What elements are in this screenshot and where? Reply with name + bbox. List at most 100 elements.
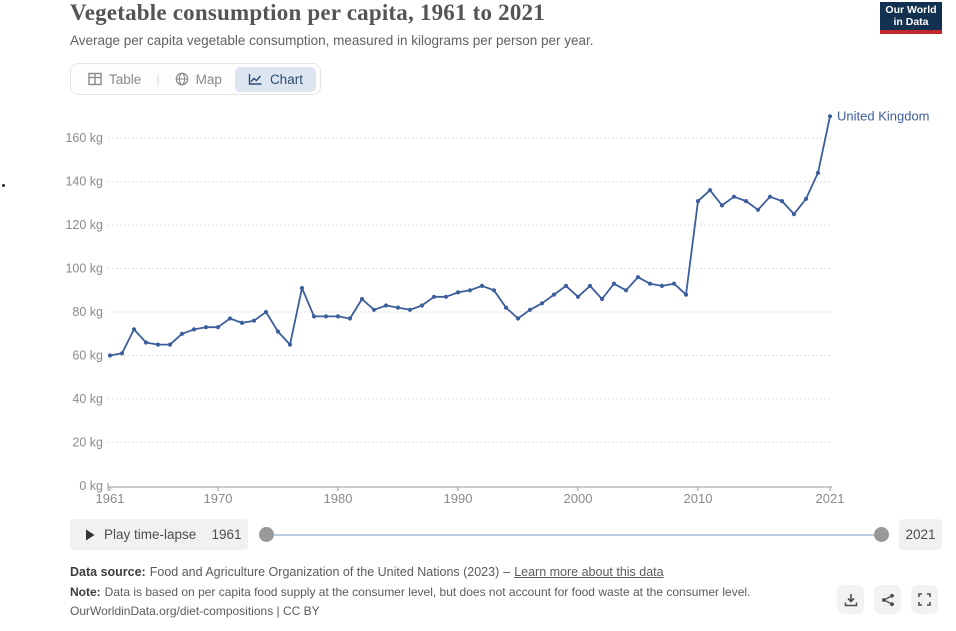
download-button[interactable] <box>837 585 864 614</box>
data-point <box>395 305 401 310</box>
tab-chart[interactable]: Chart <box>234 66 316 92</box>
data-point <box>575 294 581 299</box>
data-point <box>299 286 305 291</box>
data-point <box>611 281 617 286</box>
share-button[interactable] <box>874 585 901 614</box>
svg-text:60 kg: 60 kg <box>72 349 103 363</box>
owid-logo-line1: Our World <box>885 4 937 16</box>
source-separator: – <box>503 565 511 579</box>
data-point <box>419 303 425 308</box>
svg-text:80 kg: 80 kg <box>72 305 103 319</box>
data-point <box>815 170 821 175</box>
attribution-line: OurWorldinData.org/diet-compositions | C… <box>70 604 320 618</box>
action-buttons <box>837 585 938 614</box>
entity-label: United Kingdom <box>837 108 930 123</box>
data-point <box>659 283 665 288</box>
data-point <box>383 303 389 308</box>
data-point <box>251 318 257 323</box>
note-line: Note: Data is based on per capita food s… <box>70 582 770 602</box>
data-point <box>827 114 833 119</box>
view-tab-bar: Table | Map Chart <box>70 63 321 95</box>
data-point <box>539 301 545 306</box>
tab-chart-label: Chart <box>269 71 303 87</box>
tab-table[interactable]: Table <box>75 67 154 92</box>
data-point <box>635 275 641 280</box>
data-point <box>155 342 161 347</box>
svg-text:2021: 2021 <box>816 491 845 506</box>
data-point <box>359 296 365 302</box>
data-point <box>371 307 377 312</box>
data-point <box>551 292 557 297</box>
data-point <box>707 188 713 193</box>
y-gridlines <box>108 137 832 443</box>
tab-divider: | <box>156 71 160 87</box>
data-point <box>527 307 533 312</box>
data-point <box>143 340 149 345</box>
data-point <box>311 314 317 319</box>
svg-text:1990: 1990 <box>444 491 473 506</box>
timeline-end-year[interactable]: 2021 <box>899 519 942 550</box>
data-point <box>647 281 653 286</box>
data-point <box>767 194 773 199</box>
data-point <box>131 327 137 332</box>
data-point <box>347 316 353 321</box>
play-timelapse-label: Play time-lapse <box>104 527 197 542</box>
page-subtitle: Average per capita vegetable consumption… <box>70 33 594 48</box>
svg-text:0 kg: 0 kg <box>79 479 103 493</box>
x-axis-labels: 1961 1970 1980 1990 2000 2010 2021 <box>96 491 845 506</box>
svg-text:120 kg: 120 kg <box>65 218 103 232</box>
data-point <box>107 353 113 358</box>
learn-more-link[interactable]: Learn more about this data <box>514 565 664 579</box>
data-point <box>443 294 449 299</box>
data-point <box>479 283 485 288</box>
page-title: Vegetable consumption per capita, 1961 t… <box>70 0 545 25</box>
svg-text:140 kg: 140 kg <box>65 175 103 189</box>
data-point <box>671 281 677 286</box>
data-point <box>491 288 497 293</box>
data-point <box>323 314 329 319</box>
data-point <box>179 331 185 336</box>
svg-text:1980: 1980 <box>324 491 353 506</box>
data-point <box>119 351 125 356</box>
timeline-handle-end[interactable] <box>874 527 889 542</box>
data-point <box>599 296 605 302</box>
note-label: Note: <box>70 585 101 599</box>
data-point <box>191 327 197 332</box>
svg-text:100 kg: 100 kg <box>65 262 103 276</box>
data-point <box>455 290 461 295</box>
fullscreen-icon <box>918 593 931 606</box>
data-point <box>719 203 725 208</box>
svg-text:160 kg: 160 kg <box>65 131 103 145</box>
download-icon <box>844 593 857 606</box>
note-text: Data is based on per capita food supply … <box>104 585 751 599</box>
data-point <box>287 342 293 347</box>
data-point <box>203 325 209 330</box>
owid-logo[interactable]: Our World in Data <box>880 2 942 34</box>
svg-text:40 kg: 40 kg <box>72 392 103 406</box>
data-point <box>755 207 761 212</box>
fullscreen-button[interactable] <box>911 585 938 614</box>
data-point <box>743 199 749 204</box>
timeline-controls: Play time-lapse 1961 2021 <box>0 519 956 551</box>
data-point <box>515 316 521 321</box>
chart-footer: Data source: Food and Agriculture Organi… <box>70 562 770 621</box>
tab-map-label: Map <box>195 71 222 87</box>
data-point <box>563 283 569 288</box>
timeline-handle-start[interactable] <box>259 527 274 542</box>
timeline-start-year[interactable]: 1961 <box>205 519 248 550</box>
data-point <box>407 307 413 312</box>
play-icon <box>86 529 95 540</box>
data-point <box>263 309 269 315</box>
series-united-kingdom[interactable]: United Kingdom <box>107 108 930 358</box>
timeline-slider-track[interactable] <box>263 534 885 536</box>
data-point <box>803 196 809 201</box>
data-point <box>683 292 689 297</box>
play-timelapse-button[interactable]: Play time-lapse <box>70 519 212 550</box>
data-point <box>239 320 245 325</box>
tab-map[interactable]: Map <box>162 67 235 92</box>
data-point <box>695 199 701 204</box>
stray-mark <box>2 184 5 187</box>
data-point <box>587 283 593 288</box>
table-icon <box>88 72 102 86</box>
